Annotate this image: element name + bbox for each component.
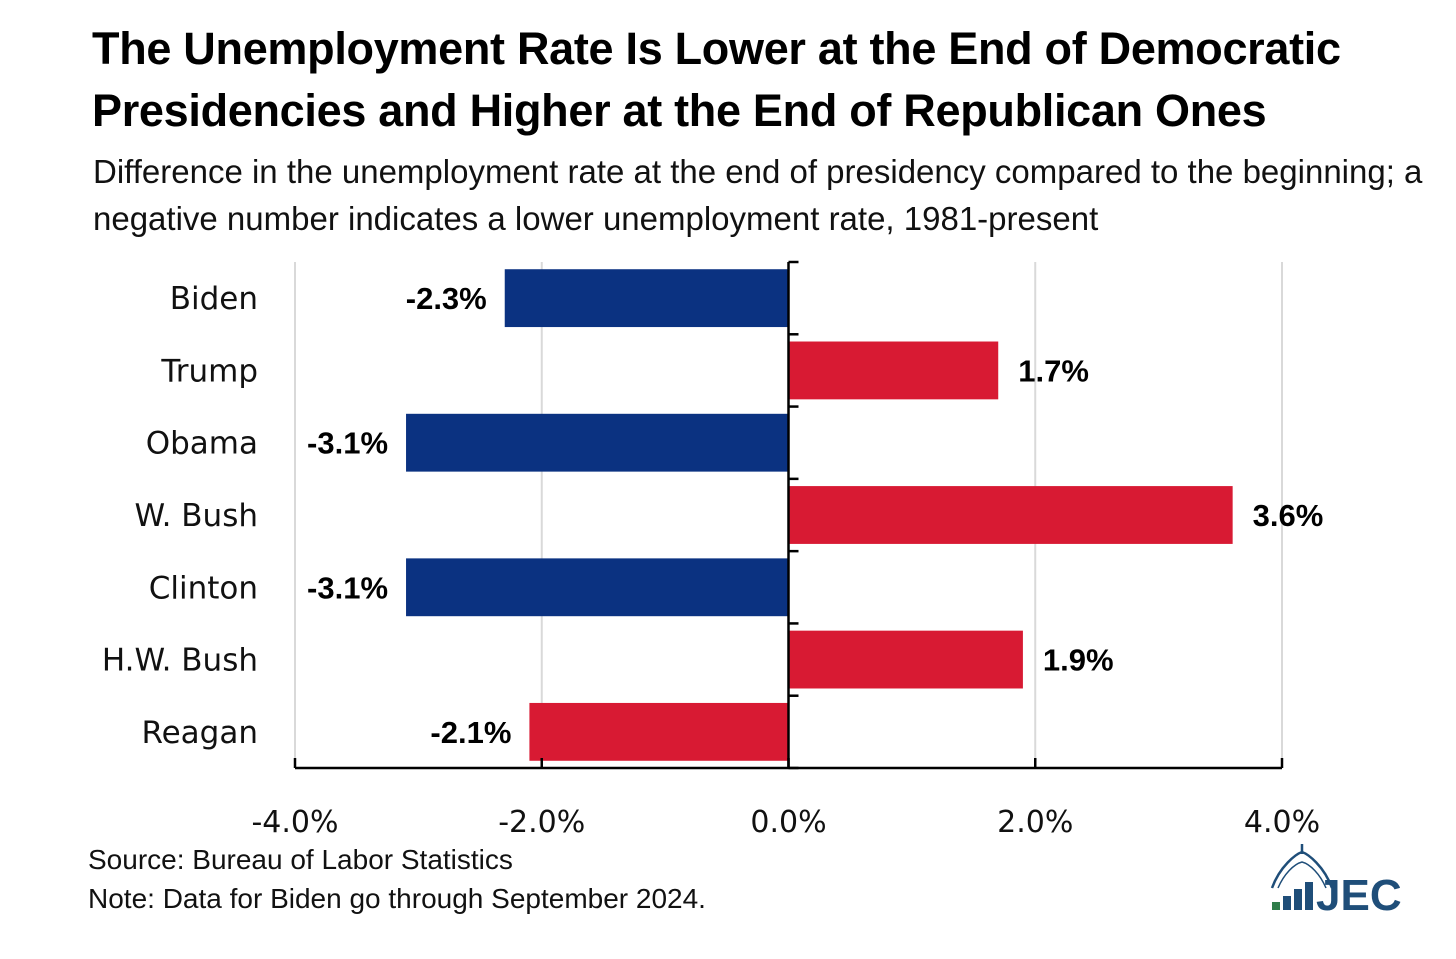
data-label-3: 3.6% — [1253, 498, 1324, 533]
data-label-6: -2.1% — [430, 715, 511, 750]
x-tick-label-3: 2.0% — [997, 805, 1073, 840]
bar-2 — [406, 413, 789, 472]
category-label-5: H.W. Bush — [102, 643, 258, 679]
bar-5 — [788, 630, 1023, 689]
data-label-0: -2.3% — [406, 281, 487, 316]
x-tick-label-1: -2.0% — [498, 805, 585, 840]
bar-6 — [529, 702, 789, 761]
category-label-2: Obama — [146, 426, 258, 462]
data-label-2: -3.1% — [307, 426, 388, 461]
source-note: Source: Bureau of Labor Statistics — [88, 844, 513, 875]
bar-1 — [788, 341, 999, 400]
data-label-4: -3.1% — [307, 570, 388, 605]
category-label-4: Clinton — [149, 570, 258, 606]
logo-text: JEC — [1316, 871, 1402, 918]
data-label-1: 1.7% — [1018, 353, 1089, 388]
category-label-3: W. Bush — [134, 498, 258, 534]
x-tick-label-2: 0.0% — [750, 805, 826, 840]
data-note: Note: Data for Biden go through Septembe… — [88, 883, 706, 914]
data-label-5: 1.9% — [1043, 643, 1114, 678]
x-tick-label-0: -4.0% — [251, 805, 338, 840]
jec-logo: JEC — [1270, 844, 1402, 918]
x-tick-label-4: 4.0% — [1244, 805, 1320, 840]
bar-3 — [788, 486, 1233, 544]
bar-4 — [406, 558, 789, 617]
chart-subtitle: Difference in the unemployment rate at t… — [93, 153, 1423, 237]
category-label-1: Trump — [160, 353, 258, 389]
category-label-0: Biden — [170, 281, 258, 317]
category-label-6: Reagan — [141, 715, 258, 751]
bar-0 — [504, 269, 789, 328]
chart-title: The Unemployment Rate Is Lower at the En… — [92, 23, 1341, 136]
